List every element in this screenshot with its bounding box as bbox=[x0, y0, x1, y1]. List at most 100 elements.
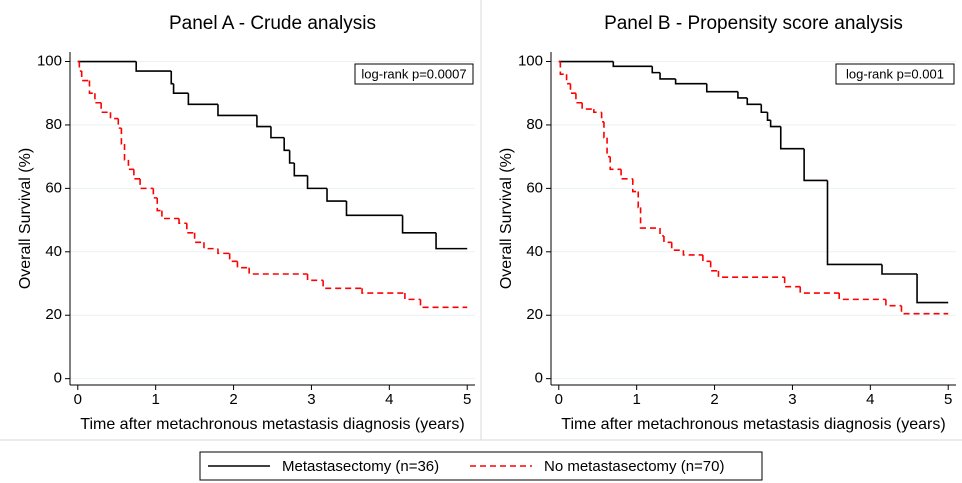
survival-step bbox=[746, 97, 762, 106]
survival-step bbox=[172, 83, 189, 95]
chart-title: Panel A - Crude analysis bbox=[169, 13, 376, 34]
survival-step bbox=[94, 93, 102, 104]
y-tick-label: 60 bbox=[45, 179, 62, 196]
y-tick-label: 60 bbox=[526, 179, 543, 196]
survival-step bbox=[606, 137, 611, 158]
survival-step bbox=[419, 299, 468, 309]
survival-step bbox=[702, 254, 711, 263]
survival-step bbox=[217, 248, 230, 255]
survival-step bbox=[178, 218, 187, 225]
survival-step bbox=[569, 83, 576, 95]
survival-step bbox=[127, 159, 134, 171]
survival-step bbox=[593, 109, 602, 114]
survival-step bbox=[270, 126, 285, 139]
survival-step bbox=[256, 115, 271, 128]
x-tick-label: 4 bbox=[385, 391, 393, 408]
x-tick-label: 2 bbox=[229, 391, 237, 408]
survival-step bbox=[80, 71, 90, 82]
survival-step bbox=[659, 228, 664, 237]
survival-step bbox=[620, 169, 633, 180]
survival-step bbox=[779, 126, 805, 150]
survival-step bbox=[881, 264, 918, 275]
survival-step bbox=[682, 250, 703, 256]
survival-step bbox=[326, 188, 347, 202]
survival-step bbox=[663, 235, 672, 244]
x-tick-label: 4 bbox=[866, 391, 874, 408]
survival-step bbox=[737, 91, 748, 99]
survival-step bbox=[670, 242, 684, 252]
y-tick-label: 80 bbox=[526, 116, 543, 133]
survival-step bbox=[361, 288, 405, 294]
y-tick-label: 0 bbox=[535, 370, 543, 387]
survival-step bbox=[228, 253, 238, 263]
survival-step bbox=[651, 66, 661, 74]
survival-step bbox=[152, 188, 158, 199]
survival-step bbox=[283, 137, 290, 152]
survival-step bbox=[885, 299, 902, 307]
survival-step bbox=[639, 207, 661, 229]
survival-step bbox=[435, 232, 468, 250]
survival-step bbox=[193, 232, 204, 244]
survival-step bbox=[401, 215, 437, 234]
survival-step bbox=[88, 80, 95, 95]
legend-label: No metastasectomy (n=70) bbox=[544, 458, 725, 475]
y-tick-label: 80 bbox=[45, 116, 62, 133]
survival-step bbox=[306, 175, 328, 190]
y-tick-label: 40 bbox=[526, 243, 543, 260]
survival-step bbox=[600, 112, 604, 123]
survival-step bbox=[248, 267, 308, 275]
legend-label: Metastasectomy (n=36) bbox=[282, 458, 439, 475]
survival-step bbox=[637, 191, 641, 209]
annotation: log-rank p=0.0007 bbox=[361, 66, 466, 81]
survival-step bbox=[659, 72, 676, 80]
panel: Panel B - Propensity score analysis02040… bbox=[498, 13, 956, 433]
survival-step bbox=[322, 280, 363, 290]
x-axis-label: Time after metachronous metastasis diagn… bbox=[80, 416, 464, 433]
survival-step bbox=[838, 293, 886, 301]
chart-title: Panel B - Propensity score analysis bbox=[604, 13, 903, 34]
y-tick-label: 20 bbox=[526, 306, 543, 323]
survival-step bbox=[575, 93, 583, 104]
x-tick-label: 0 bbox=[74, 391, 82, 408]
survival-step bbox=[705, 83, 738, 93]
x-tick-label: 5 bbox=[463, 391, 471, 408]
survival-step bbox=[769, 120, 781, 128]
survival-step bbox=[612, 61, 653, 68]
survival-step bbox=[133, 169, 141, 180]
survival-step bbox=[826, 180, 883, 266]
survival-step bbox=[603, 121, 608, 139]
survival-step bbox=[674, 78, 707, 85]
annotation-box bbox=[835, 63, 955, 85]
survival-step bbox=[203, 242, 218, 250]
survival-step bbox=[306, 274, 324, 282]
survival-step bbox=[799, 286, 840, 294]
survival-step bbox=[766, 112, 771, 121]
survival-step bbox=[117, 118, 122, 129]
survival-step bbox=[559, 61, 567, 75]
annotation: log-rank p=0.001 bbox=[846, 66, 944, 81]
survival-step bbox=[236, 261, 250, 269]
survival-step bbox=[100, 102, 111, 114]
survival-step bbox=[717, 270, 785, 278]
survival-step bbox=[123, 143, 129, 161]
survival-step bbox=[288, 150, 295, 164]
annotation-box bbox=[354, 63, 474, 85]
survival-step bbox=[404, 293, 421, 301]
x-tick-label: 0 bbox=[555, 391, 563, 408]
survival-step bbox=[156, 197, 162, 212]
y-tick-label: 0 bbox=[54, 370, 62, 387]
y-axis-label: Overall Survival (%) bbox=[498, 148, 515, 289]
survival-step bbox=[916, 274, 949, 304]
survival-step bbox=[609, 156, 622, 171]
y-axis-label: Overall Survival (%) bbox=[17, 148, 34, 289]
survival-step bbox=[139, 178, 154, 190]
survival-step bbox=[161, 210, 180, 220]
x-axis-label: Time after metachronous metastasis diagn… bbox=[561, 416, 945, 433]
x-tick-label: 2 bbox=[710, 391, 718, 408]
survival-step bbox=[760, 104, 768, 114]
panel: Panel A - Crude analysis 0 20 40 60 80 100 0 1 2 3… bbox=[17, 13, 475, 433]
survival-step bbox=[293, 163, 308, 177]
y-tick-label: 20 bbox=[45, 306, 62, 323]
survival-step bbox=[803, 148, 828, 182]
